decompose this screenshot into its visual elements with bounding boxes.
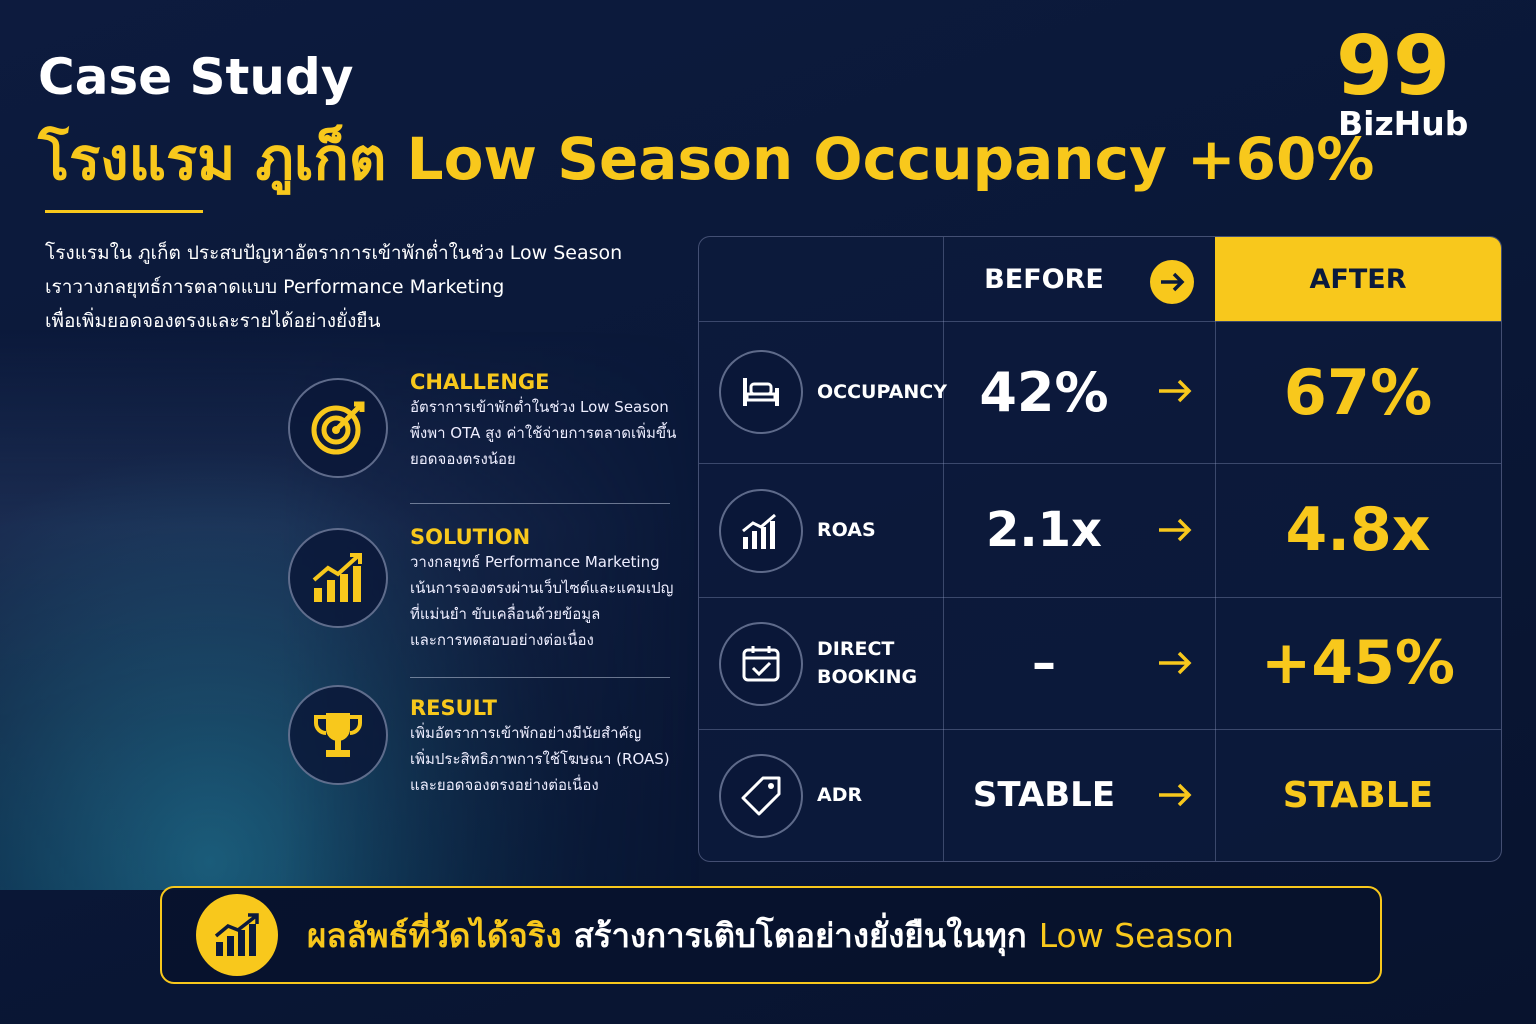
logo-name: BizHub <box>1338 104 1469 143</box>
section-line: และยอดจองตรงอย่างต่อเนื่อง <box>410 776 599 794</box>
section-line: ที่แม่นยำ ขับเคลื่อนด้วยข้อมูล <box>410 605 601 623</box>
comparison-table: BEFORE AFTER OCCUPANCY 42% 67% ROAS 2.1x… <box>698 236 1502 862</box>
footer-banner: ผลลัพธ์ที่วัดได้จริง สร้างการเติบโตอย่าง… <box>160 886 1382 984</box>
footer-text: ผลลัพธ์ที่วัดได้จริง สร้างการเติบโตอย่าง… <box>307 888 1234 982</box>
title: โรงแรม ภูเก็ต Low Season Occupancy +60% <box>38 125 1375 193</box>
title-underline <box>45 210 203 213</box>
row-arrow <box>1159 379 1192 403</box>
section-line: ยอดจองตรงน้อย <box>410 450 516 468</box>
challenge-icon <box>288 378 388 478</box>
divider <box>410 503 670 504</box>
header-arrow <box>1150 260 1194 304</box>
before-header: BEFORE <box>984 263 1104 295</box>
solution: SOLUTION วางกลยุทธ์ Performance Marketin… <box>410 525 673 653</box>
section-line: เพิ่มประสิทธิภาพการใช้โฆษณา (ROAS) <box>410 750 670 768</box>
row-label: ROAS <box>817 519 876 541</box>
after-value: 4.8x <box>1285 495 1431 565</box>
row-arrow <box>1159 518 1192 542</box>
challenge: CHALLENGE อัตราการเข้าพักต่ำในช่วง Low S… <box>410 370 676 472</box>
section-line: เพิ่มอัตราการเข้าพักอย่างมีนัยสำคัญ <box>410 724 642 742</box>
section-heading: RESULT <box>410 696 497 720</box>
after-value: +45% <box>1261 628 1455 698</box>
footer-body: สร้างการเติบโตอย่างยั่งยืนในทุก <box>573 915 1027 955</box>
table-row: OCCUPANCY 42% 67% <box>699 321 1501 463</box>
section-line: และการทดสอบอย่างต่อเนื่อง <box>410 631 594 649</box>
intro-line: เราวางกลยุทธ์การตลาดแบบ Performance Mark… <box>45 276 505 298</box>
row-arrow <box>1159 651 1192 675</box>
before-value: STABLE <box>972 775 1116 815</box>
before-value: 42% <box>979 360 1109 424</box>
footer-icon <box>196 894 278 976</box>
after-header: AFTER <box>1309 263 1407 295</box>
footer-highlight: ผลลัพธ์ที่วัดได้จริง <box>307 915 562 955</box>
intro-line: โรงแรมใน ภูเก็ต ประสบปัญหาอัตราการเข้าพั… <box>45 242 623 264</box>
solution-icon <box>288 528 388 628</box>
section-heading: CHALLENGE <box>410 370 550 394</box>
section-heading: SOLUTION <box>410 525 531 549</box>
row-arrow <box>1159 783 1192 807</box>
row-label: ADR <box>817 784 863 806</box>
logo-number: 99 <box>1336 19 1451 114</box>
after-header-bg <box>1215 237 1501 321</box>
table-row: DIRECT BOOKING – +45% <box>699 597 1501 729</box>
before-value: 2.1x <box>986 502 1102 558</box>
section-line: เน้นการจองตรงผ่านเว็บไซต์และแคมเปญ <box>410 579 674 597</box>
kicker: Case Study <box>38 48 354 106</box>
row-label: OCCUPANCY <box>817 381 947 403</box>
section-line: อัตราการเข้าพักต่ำในช่วง Low Season <box>410 398 669 416</box>
divider <box>410 677 670 678</box>
table-row: ADR STABLE STABLE <box>699 729 1501 861</box>
intro-line: เพื่อเพิ่มยอดจองตรงและรายได้อย่างยั่งยืน <box>45 310 381 332</box>
section-line: พึ่งพา OTA สูง ค่าใช้จ่ายการตลาดเพิ่มขึ้… <box>410 424 677 442</box>
after-value: STABLE <box>1282 774 1434 816</box>
row-label: DIRECT BOOKING <box>817 638 918 688</box>
table-row: ROAS 2.1x 4.8x <box>699 463 1501 597</box>
before-value: – <box>1032 635 1056 691</box>
footer-accent: Low Season <box>1038 915 1234 955</box>
result: RESULT เพิ่มอัตราการเข้าพักอย่างมีนัยสำค… <box>410 696 670 798</box>
intro: โรงแรมใน ภูเก็ต ประสบปัญหาอัตราการเข้าพั… <box>45 236 622 338</box>
result-icon <box>288 685 388 785</box>
after-value: 67% <box>1283 355 1433 429</box>
section-line: วางกลยุทธ์ Performance Marketing <box>410 553 660 571</box>
